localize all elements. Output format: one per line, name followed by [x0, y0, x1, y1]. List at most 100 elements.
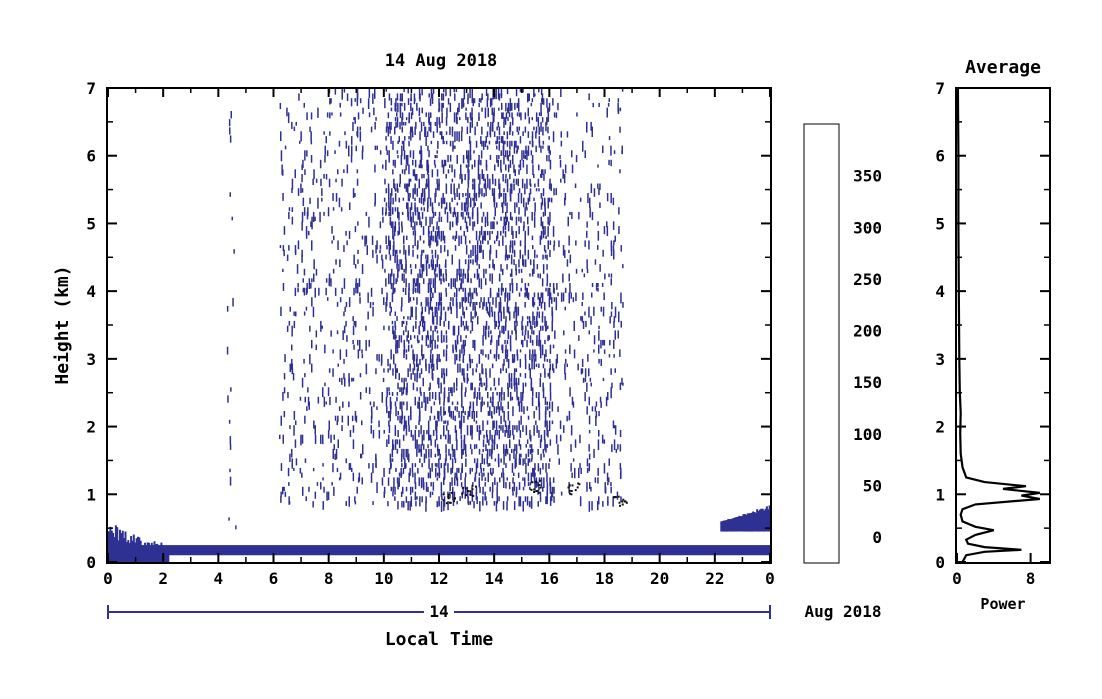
heatmap-cell: [622, 382, 624, 386]
heatmap-cell: [462, 211, 464, 220]
heatmap-cell: [488, 325, 490, 330]
heatmap-cell: [449, 491, 451, 499]
heatmap-cell: [465, 197, 468, 205]
heatmap-cell: [341, 178, 343, 187]
heatmap-cell: [446, 107, 448, 118]
heatmap-cell: [464, 235, 467, 245]
heatmap-cell: [415, 320, 417, 329]
heatmap-cell: [456, 406, 458, 412]
heatmap-cell: [496, 126, 498, 131]
heatmap-cell: [430, 121, 432, 133]
heatmap-cell: [376, 354, 378, 361]
heatmap-cell: [487, 401, 489, 408]
heatmap-cell: [547, 126, 549, 134]
heatmap-cell: [406, 382, 408, 393]
heatmap-cell: [549, 439, 552, 446]
heatmap-cell: [327, 387, 330, 397]
heatmap-cell: [300, 434, 302, 446]
heatmap-cell: [401, 112, 404, 121]
heatmap-cell: [539, 467, 542, 475]
heatmap-cell: [423, 121, 425, 127]
heatmap-cell: [379, 221, 382, 229]
heatmap-cell: [425, 254, 427, 259]
heatmap-cell: [439, 121, 441, 128]
heatmap-cell: [428, 306, 430, 315]
heatmap-cell: [436, 363, 438, 370]
heatmap-cell: [159, 547, 161, 562]
heatmap-cell: [471, 430, 473, 440]
heatmap-cell: [396, 93, 399, 101]
heatmap-cell: [563, 174, 566, 184]
heatmap-cell: [401, 411, 403, 420]
heatmap-cell: [480, 401, 482, 413]
heatmap-cell: [480, 98, 482, 103]
heatmap-cell: [425, 396, 427, 408]
heatmap-cell: [493, 112, 495, 122]
heatmap-cell: [392, 169, 394, 175]
heatmap-cell: [608, 98, 610, 102]
heatmap-cell: [391, 292, 394, 303]
heatmap-cell: [289, 306, 291, 312]
heatmap-cell: [423, 207, 425, 212]
heatmap-cell: [464, 339, 466, 347]
heatmap-cell: [515, 88, 518, 97]
heatmap-cell: [403, 102, 406, 111]
heatmap-cell: [438, 302, 440, 311]
heatmap-cell: [359, 339, 361, 351]
heatmap-cell: [410, 112, 413, 120]
heatmap-cell: [415, 425, 417, 430]
heatmap-cell: [354, 98, 356, 102]
heatmap-cell: [421, 354, 424, 361]
heatmap-cell: [328, 273, 331, 283]
profile-y-tick-label: 7: [935, 79, 945, 98]
heatmap-cell: [560, 292, 563, 302]
heatmap-cell: [600, 306, 602, 312]
heatmap-cell: [456, 202, 459, 206]
heatmap-cell: [440, 216, 443, 223]
heatmap-cell: [602, 306, 605, 317]
heatmap-cell: [300, 131, 302, 142]
heatmap-cell: [405, 164, 407, 171]
heatmap-cell: [392, 207, 394, 215]
heatmap-cell: [551, 401, 554, 412]
heatmap-cell: [454, 453, 456, 460]
heatmap-cell: [541, 117, 544, 123]
heatmap-cell: [479, 501, 481, 512]
heatmap-cell: [233, 249, 235, 254]
heatmap-cell: [398, 136, 400, 143]
heatmap-cell: [390, 283, 393, 290]
heatmap-cell: [540, 477, 543, 488]
heatmap-cell: [444, 458, 447, 466]
heatmap-cell: [552, 283, 555, 293]
heatmap-cell: [538, 330, 541, 342]
heatmap-cell: [325, 136, 327, 144]
heatmap-cell: [617, 102, 619, 113]
heatmap-cell: [526, 439, 529, 444]
heatmap-cell: [440, 311, 442, 320]
heatmap-cell: [229, 436, 232, 445]
heatmap-cell: [532, 297, 535, 308]
heatmap-cell: [384, 178, 386, 185]
heatmap-cell: [379, 245, 382, 250]
heatmap-cell: [314, 425, 316, 435]
heatmap-cell: [394, 249, 396, 257]
heatmap-cell: [420, 259, 422, 268]
heatmap-cell: [487, 463, 489, 467]
heatmap-cell: [620, 496, 622, 502]
heatmap-cell: [435, 430, 438, 436]
heatmap-cell: [621, 145, 623, 155]
heatmap-cell: [422, 226, 425, 236]
heatmap-cell: [456, 335, 459, 344]
heatmap-cell: [580, 467, 582, 474]
heatmap-cell: [542, 140, 545, 145]
heatmap-cell: [398, 226, 400, 235]
heatmap-cell: [421, 349, 423, 357]
heatmap-cell: [531, 358, 533, 370]
heatmap-cell: [291, 121, 293, 129]
heatmap-cell: [449, 453, 452, 460]
heatmap-cell: [404, 183, 406, 189]
heatmap-cell: [536, 489, 539, 492]
heatmap-cell: [312, 211, 315, 223]
heatmap-cell: [418, 420, 420, 426]
heatmap-cell: [432, 259, 434, 270]
